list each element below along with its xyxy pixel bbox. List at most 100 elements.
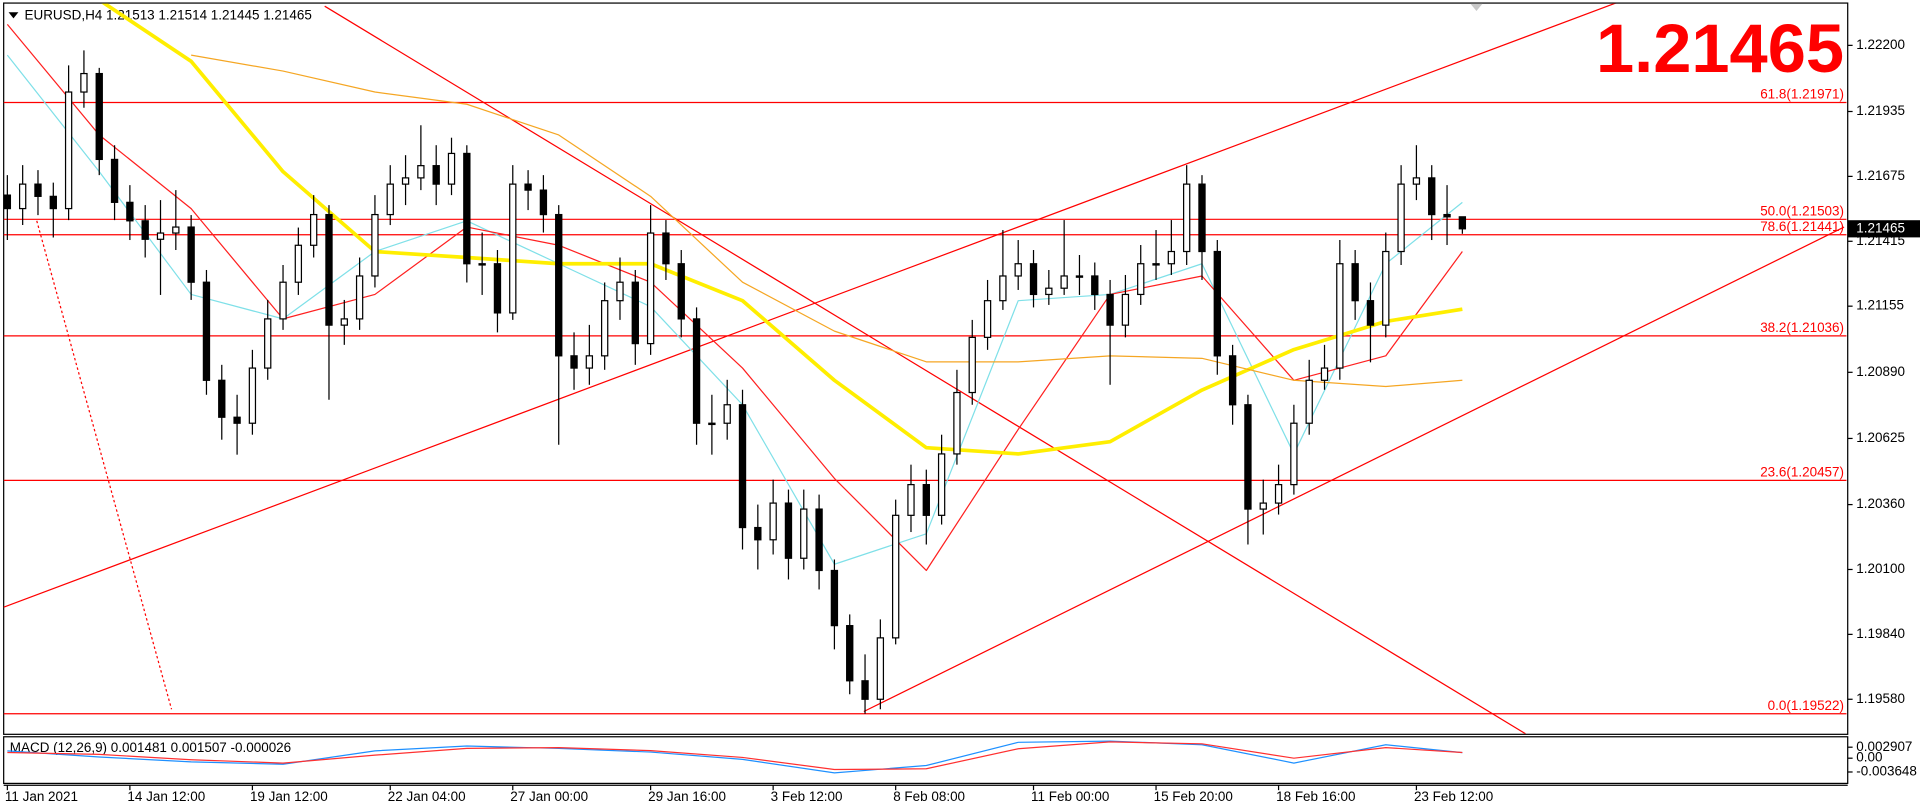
moving-average bbox=[191, 54, 1463, 388]
x-tick-label: 8 Feb 08:00 bbox=[893, 789, 965, 804]
candle-body bbox=[294, 244, 303, 283]
candle-body bbox=[1428, 177, 1436, 216]
candle-body bbox=[447, 152, 456, 185]
candle-body bbox=[1443, 213, 1451, 218]
candle-body bbox=[386, 183, 394, 216]
candle-body bbox=[677, 263, 685, 320]
fib-label: 0.0(1.19522) bbox=[1768, 698, 1844, 713]
candle-body bbox=[555, 213, 563, 357]
candle-body bbox=[1458, 216, 1467, 230]
candle-body bbox=[1091, 275, 1099, 296]
candle-body bbox=[708, 422, 716, 426]
candle-body bbox=[846, 625, 854, 682]
x-tick-label: 29 Jan 16:00 bbox=[648, 789, 726, 804]
candle-body bbox=[922, 484, 930, 516]
candle-body bbox=[141, 220, 149, 240]
candle-body bbox=[631, 281, 639, 345]
y-tick-label: 1.20360 bbox=[1856, 496, 1905, 511]
macd-y-tick-label: 0.002907 bbox=[1856, 739, 1912, 754]
candle-body bbox=[1228, 355, 1237, 406]
trend-line bbox=[863, 226, 1845, 713]
fib-label: 23.6(1.20457) bbox=[1760, 465, 1844, 480]
candle-body bbox=[1305, 379, 1313, 424]
candle-body bbox=[126, 201, 134, 222]
candle-body bbox=[891, 514, 900, 639]
y-tick-label: 1.19580 bbox=[1856, 691, 1905, 706]
candle-body bbox=[325, 213, 333, 326]
candle-body bbox=[600, 300, 609, 357]
candle-body bbox=[784, 502, 793, 559]
candle-body bbox=[279, 281, 287, 320]
candle-body bbox=[692, 318, 701, 424]
big-price: 1.21465 bbox=[1596, 10, 1844, 87]
candle-body bbox=[830, 569, 839, 627]
candle-body bbox=[1336, 263, 1344, 369]
candle-body bbox=[355, 275, 364, 320]
x-tick-label: 14 Jan 12:00 bbox=[127, 789, 205, 804]
candle-body bbox=[493, 263, 502, 314]
shift-marker bbox=[1470, 3, 1483, 12]
candle-body bbox=[1137, 263, 1145, 296]
candle-body bbox=[738, 404, 747, 529]
y-tick-label: 1.21155 bbox=[1856, 298, 1904, 313]
macd-y-tick-label: -0.003648 bbox=[1856, 764, 1917, 779]
candle-body bbox=[876, 637, 885, 700]
candle-body bbox=[340, 318, 348, 326]
candle-body bbox=[1412, 177, 1421, 185]
candle-body bbox=[861, 680, 869, 700]
candle-body bbox=[417, 165, 425, 179]
candle-body bbox=[539, 189, 548, 216]
y-tick-label: 1.20890 bbox=[1856, 364, 1905, 379]
candle-body bbox=[616, 281, 624, 302]
macd-y-tick-label: 0.00 bbox=[1856, 750, 1882, 765]
candle-body bbox=[463, 152, 471, 265]
trend-line bbox=[36, 220, 173, 710]
candle-body bbox=[1244, 404, 1252, 510]
y-tick-label: 1.20100 bbox=[1856, 561, 1905, 576]
candle-body bbox=[1274, 484, 1283, 504]
x-tick-label: 11 Jan 2021 bbox=[5, 789, 78, 804]
candle-body bbox=[1397, 183, 1405, 253]
x-tick-label: 3 Feb 12:00 bbox=[771, 789, 843, 804]
y-tick-label: 1.21675 bbox=[1856, 168, 1905, 183]
candle-body bbox=[172, 226, 180, 234]
fib-label: 78.6(1.21441) bbox=[1760, 219, 1844, 234]
x-tick-label: 18 Feb 16:00 bbox=[1276, 789, 1355, 804]
candle-body bbox=[646, 232, 655, 345]
candle-body bbox=[1366, 300, 1375, 326]
current-price-box bbox=[1847, 220, 1920, 238]
candle-body bbox=[110, 158, 119, 203]
y-tick-label: 1.19840 bbox=[1856, 626, 1905, 641]
candle-body bbox=[3, 194, 12, 210]
candle-body bbox=[1382, 250, 1390, 326]
candle-body bbox=[1014, 263, 1022, 277]
chart-header: EURUSD,H4 1.21513 1.21514 1.21445 1.2146… bbox=[25, 8, 312, 23]
candle-body bbox=[968, 336, 976, 394]
plot-frame bbox=[3, 2, 1849, 735]
candle-body bbox=[233, 416, 241, 424]
candle-body bbox=[156, 232, 165, 240]
candle-body bbox=[723, 404, 731, 424]
candle-body bbox=[1167, 250, 1176, 265]
macd-frame bbox=[3, 736, 1849, 785]
x-tick-label: 15 Feb 20:00 bbox=[1154, 789, 1233, 804]
macd-plot bbox=[7, 740, 1463, 774]
fib-label: 61.8(1.21971) bbox=[1760, 87, 1844, 102]
candle-body bbox=[754, 526, 762, 541]
fib-label: 50.0(1.21503) bbox=[1760, 204, 1844, 219]
candle-body bbox=[401, 177, 410, 185]
fib-label: 38.2(1.21036) bbox=[1760, 320, 1844, 335]
candle-body bbox=[1029, 263, 1038, 296]
y-tick-label: 1.20625 bbox=[1856, 430, 1905, 445]
x-tick-label: 19 Jan 12:00 bbox=[250, 789, 328, 804]
candle-body bbox=[570, 355, 578, 369]
candle-body bbox=[64, 91, 73, 210]
candle-body bbox=[1320, 367, 1329, 381]
candle-body bbox=[80, 72, 88, 93]
candle-body bbox=[509, 183, 517, 314]
macd-line bbox=[7, 740, 1463, 774]
candle-body bbox=[49, 195, 57, 210]
y-tick-label: 1.21935 bbox=[1856, 103, 1905, 118]
candle-body bbox=[1182, 183, 1191, 253]
